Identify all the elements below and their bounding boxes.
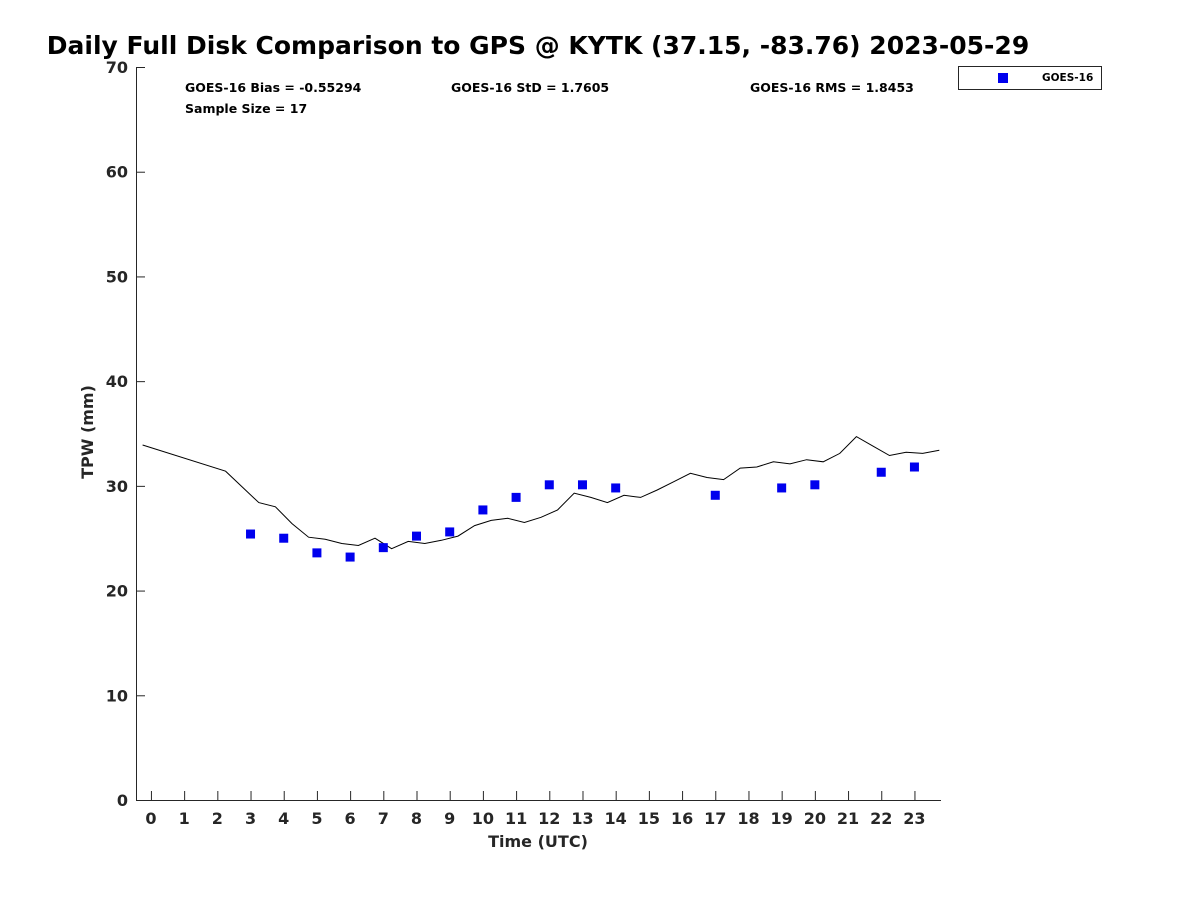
bias-stat: GOES-16 Bias = -0.55294	[185, 80, 362, 95]
x-tick-label: 10	[472, 809, 494, 828]
x-tick-label: 22	[870, 809, 892, 828]
y-tick-label: 30	[106, 477, 128, 496]
x-tick-label: 13	[571, 809, 593, 828]
x-tick-label: 17	[704, 809, 726, 828]
x-tick-label: 18	[737, 809, 759, 828]
y-axis-label: TPW (mm)	[78, 385, 97, 479]
x-tick-label: 1	[179, 809, 190, 828]
sample-size-stat: Sample Size = 17	[185, 101, 307, 116]
x-tick-label: 8	[411, 809, 422, 828]
y-tick-label: 70	[106, 58, 128, 77]
y-tick-label: 40	[106, 372, 128, 391]
goes16-point	[777, 483, 787, 493]
goes16-point	[810, 480, 820, 490]
goes16-point	[611, 483, 621, 493]
x-tick-label: 21	[837, 809, 859, 828]
goes16-point	[544, 480, 554, 490]
goes16-point	[710, 490, 720, 500]
goes16-point	[909, 462, 919, 472]
x-tick-label: 5	[311, 809, 322, 828]
x-tick-label: 16	[671, 809, 693, 828]
x-tick-label: 14	[605, 809, 627, 828]
legend-box	[958, 66, 1102, 90]
x-ticks: 0 1 2 3 4 5 6 7 8 9 10 11 12 13 14 15 16 17 18 19 20 21 22 23	[145, 791, 926, 828]
rms-stat: GOES-16 RMS = 1.8453	[750, 80, 914, 95]
goes16-point	[279, 533, 289, 543]
y-tick-label: 20	[106, 582, 128, 601]
y-tick-label: 0	[117, 791, 128, 810]
y-tick-label: 10	[106, 686, 128, 705]
x-tick-label: 0	[145, 809, 156, 828]
goes16-point	[478, 505, 488, 515]
chart-title: Daily Full Disk Comparison to GPS @ KYTK…	[47, 31, 1029, 60]
x-tick-label: 11	[505, 809, 527, 828]
x-tick-label: 15	[638, 809, 660, 828]
gps-line-series	[142, 435, 940, 550]
goes16-point	[312, 548, 322, 558]
x-tick-label: 6	[345, 809, 356, 828]
gps-tpw-line	[142, 435, 940, 550]
legend-label-goes16: GOES-16	[1042, 72, 1093, 84]
x-tick-label: 23	[903, 809, 925, 828]
x-tick-label: 20	[804, 809, 826, 828]
x-tick-label: 19	[771, 809, 793, 828]
y-tick-label: 50	[106, 267, 128, 286]
x-axis-label: Time (UTC)	[488, 832, 588, 851]
legend-square-marker-icon	[998, 73, 1008, 83]
goes16-point	[378, 543, 388, 553]
y-ticks: 0 10 20 30 40 50 60 70	[106, 58, 145, 810]
goes16-point	[511, 492, 521, 502]
y-tick-label: 60	[106, 163, 128, 182]
goes16-point	[445, 527, 455, 537]
x-tick-label: 12	[538, 809, 560, 828]
goes16-point	[577, 480, 587, 490]
goes16-point	[246, 529, 256, 539]
goes16-scatter-series	[246, 462, 919, 562]
x-tick-label: 3	[245, 809, 256, 828]
x-tick-label: 9	[444, 809, 455, 828]
x-tick-label: 7	[378, 809, 389, 828]
goes16-point	[412, 531, 422, 541]
x-tick-label: 2	[212, 809, 223, 828]
goes16-point	[876, 467, 886, 477]
goes16-point	[345, 552, 355, 562]
legend: GOES-16	[958, 66, 1102, 90]
x-tick-label: 4	[278, 809, 289, 828]
std-stat: GOES-16 StD = 1.7605	[451, 80, 609, 95]
